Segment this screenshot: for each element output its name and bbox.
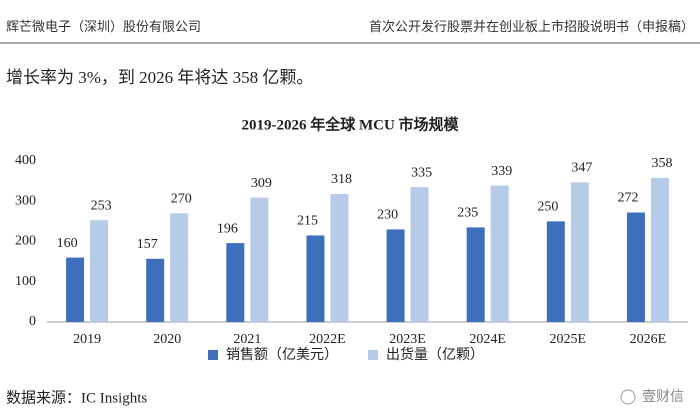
bar [570,182,589,322]
y-tick-label: 0 [29,314,36,329]
data-label: 157 [137,237,158,252]
x-tick-label: 2023E [389,332,426,347]
bar [490,185,509,322]
legend-label: 出货量（亿颗） [386,346,484,363]
source: 数据来源：IC Insights [6,389,147,406]
legend-label: 销售额（亿美元） [226,347,338,363]
header-right: 首次公开发行股票并在创业板上市招股说明书（申报稿） [369,19,694,34]
y-tick-label: 300 [15,193,36,208]
bar [250,197,269,322]
y-tick-label: 400 [15,153,36,168]
data-label: 339 [491,164,512,179]
x-tick-label: 2022E [309,332,346,347]
bar [306,235,325,322]
x-tick-label: 2026E [630,332,667,347]
bar [386,229,405,322]
legend-swatch [368,350,378,360]
data-label: 215 [297,214,318,229]
data-label: 196 [217,221,238,236]
watermark-icon [620,389,636,405]
bar [410,187,429,322]
data-label: 335 [411,165,432,180]
legend-swatch [208,350,218,360]
data-label: 250 [537,200,558,215]
x-tick-label: 2024E [469,332,506,347]
data-label: 309 [251,176,272,191]
bar [650,177,669,322]
data-label: 160 [57,236,78,251]
bar [146,258,165,322]
x-tick-label: 2021 [233,332,261,347]
data-label: 253 [91,198,112,213]
bar [90,220,109,322]
bar [170,213,189,322]
data-label: 318 [331,172,352,187]
data-label: 358 [651,156,672,171]
y-tick-label: 200 [15,234,36,249]
bar [466,227,485,322]
y-tick-label: 100 [15,274,36,289]
bar [626,212,645,322]
body-text: 增长率为 3%，到 2026 年将达 358 亿颗。 [6,68,313,87]
data-label: 235 [457,206,478,221]
data-label: 347 [571,161,592,176]
bar [330,194,349,322]
x-tick-label: 2025E [550,332,587,347]
bar [226,243,245,322]
x-tick-label: 2019 [73,332,101,347]
data-label: 230 [377,208,398,223]
bar [546,221,565,322]
data-label: 272 [617,191,638,206]
data-label: 270 [171,192,192,207]
header-left: 辉芒微电子（深圳）股份有限公司 [6,19,201,34]
chart-title: 2019-2026 年全球 MCU 市场规模 [241,115,459,133]
x-tick-label: 2020 [153,332,181,347]
bar [66,257,85,322]
watermark: 壹财信 [642,389,684,405]
